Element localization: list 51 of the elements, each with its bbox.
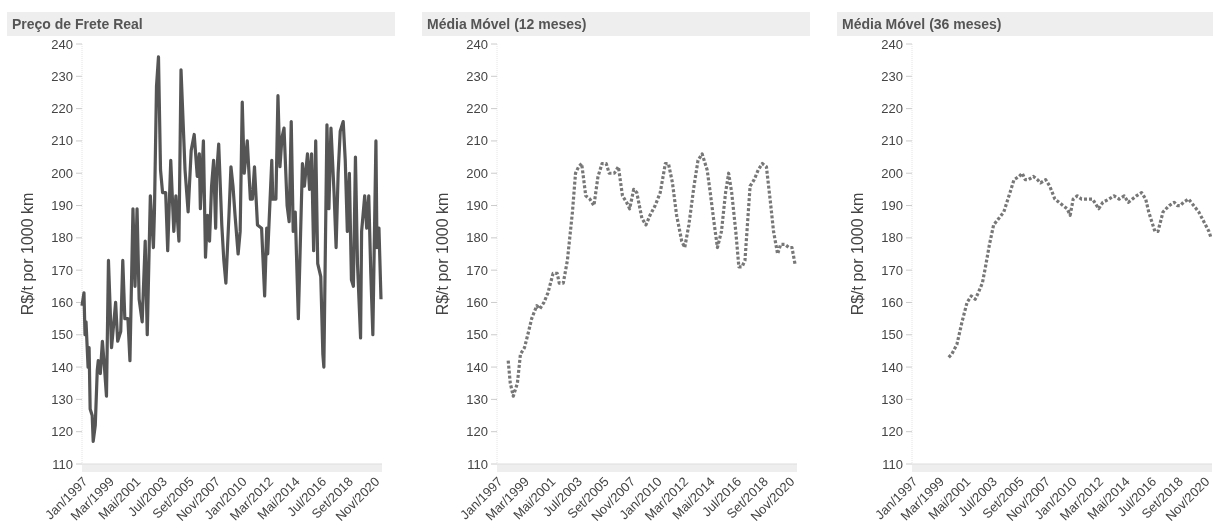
y-tick-label: 130 [881,391,903,407]
y-tick-label: 240 [881,36,903,52]
y-tick-label: 210 [51,133,73,149]
y-tick-label: 170 [881,262,903,278]
line-series [947,171,1213,359]
y-axis-title: R$/t por 1000 km [849,192,866,316]
y-tick-label: 200 [881,165,903,181]
y-tick-label: 230 [51,68,73,84]
y-tick-label: 150 [881,327,903,343]
y-tick-label: 230 [466,68,488,84]
y-tick-label: 130 [51,391,73,407]
y-tick-label: 190 [51,198,73,214]
y-tick-label: 180 [466,230,488,246]
chart-title: Preço de Frete Real [12,16,143,32]
line-series [80,55,383,443]
y-tick-label: 150 [466,327,488,343]
y-tick-label: 120 [51,424,73,440]
y-tick-label: 240 [51,36,73,52]
y-tick-label: 210 [881,133,903,149]
y-tick-label: 200 [51,165,73,181]
y-tick-label: 200 [466,165,488,181]
y-axis-title: R$/t por 1000 km [434,192,451,316]
y-tick-label: 160 [466,295,488,311]
y-tick-label: 220 [466,101,488,117]
y-tick-label: 140 [51,359,73,375]
y-tick-label: 160 [51,295,73,311]
y-tick-label: 180 [881,230,903,246]
y-tick-label: 190 [881,198,903,214]
y-tick-label: 220 [881,101,903,117]
y-tick-label: 110 [52,456,73,472]
y-tick-label: 120 [881,424,903,440]
y-tick-label: 210 [466,133,488,149]
y-tick-label: 230 [881,68,903,84]
chart-title: Média Móvel (36 meses) [842,16,1002,32]
y-tick-label: 220 [51,101,73,117]
y-axis-title: R$/t por 1000 km [19,192,36,316]
y-tick-label: 110 [882,456,903,472]
y-tick-label: 180 [51,230,73,246]
y-tick-label: 170 [51,262,73,278]
y-tick-label: 140 [881,359,903,375]
y-tick-label: 170 [466,262,488,278]
y-tick-label: 190 [466,198,488,214]
y-tick-label: 110 [467,456,488,472]
y-tick-label: 150 [51,327,73,343]
line-series [506,152,797,398]
y-tick-label: 240 [466,36,488,52]
y-tick-label: 140 [466,359,488,375]
y-tick-label: 160 [881,295,903,311]
y-tick-label: 120 [466,424,488,440]
y-tick-label: 130 [466,391,488,407]
chart-title: Média Móvel (12 meses) [427,16,587,32]
